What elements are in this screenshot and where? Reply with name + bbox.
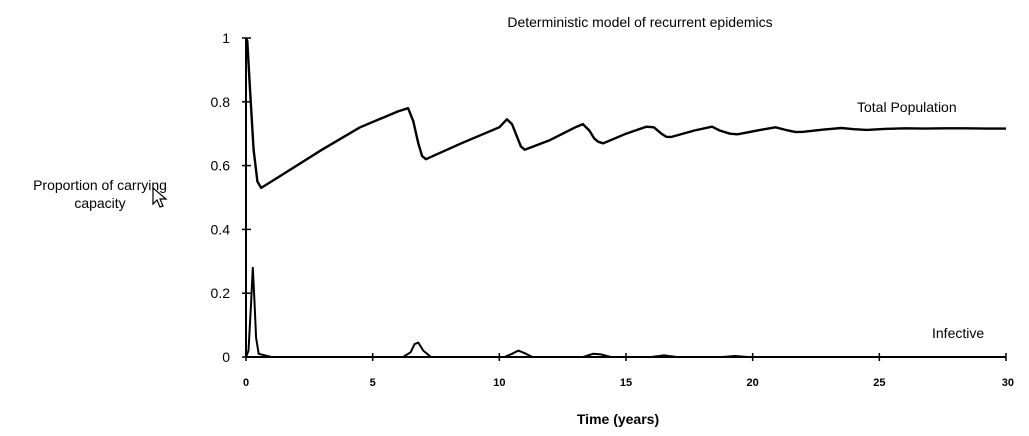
x-tick-label: 5 [370, 377, 376, 389]
x-tick-label: 15 [620, 377, 632, 389]
y-tick-label: 0.2 [211, 285, 231, 301]
y-tick-label: 0.8 [211, 94, 231, 110]
y-tick-label: 0.6 [211, 158, 231, 174]
x-tick-label: 25 [873, 377, 885, 389]
x-tick-label: 10 [493, 377, 505, 389]
x-axis-label: Time (years) [577, 411, 659, 427]
x-tick-label: 0 [243, 377, 249, 389]
series-line-infective [245, 266, 1006, 358]
x-tick-label: 30 [1002, 377, 1014, 389]
series-label-total-population: Total Population [857, 99, 957, 115]
y-axis-label: Proportion of carrying capacity [0, 176, 200, 212]
chart-title: Deterministic model of recurrent epidemi… [507, 14, 772, 30]
x-ticks: 0 5 10 15 20 25 30 [243, 353, 1014, 389]
y-tick-label: 1 [222, 30, 230, 46]
y-axis-label-line-1: Proportion of carrying [33, 177, 167, 193]
arrow-cursor-icon [152, 187, 168, 208]
series-layer [244, 37, 1006, 358]
y-axis-label-line-2: capacity [74, 195, 126, 211]
series-label-infective: Infective [932, 325, 984, 341]
x-tick-label: 20 [747, 377, 759, 389]
y-tick-label: 0 [222, 349, 230, 365]
y-ticks: 0 0.2 0.4 0.6 0.8 1 [211, 30, 251, 365]
y-tick-label: 0.4 [211, 221, 231, 237]
axes [245, 38, 1006, 358]
series-line-total-population [244, 37, 1006, 190]
